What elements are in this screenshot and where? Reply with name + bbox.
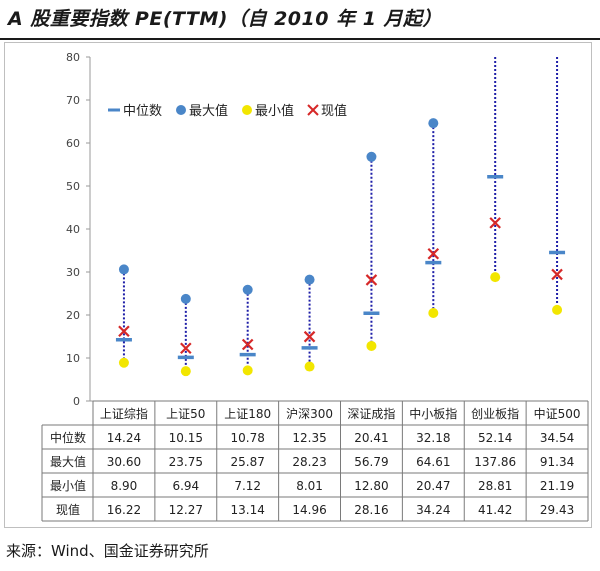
range-group-6 bbox=[487, 57, 504, 283]
category-label: 上证综指 bbox=[100, 406, 148, 421]
max-point bbox=[118, 264, 129, 275]
max-point bbox=[366, 151, 377, 162]
table-cell: 30.60 bbox=[107, 455, 141, 469]
table-cell: 52.14 bbox=[478, 431, 512, 445]
min-point bbox=[242, 365, 253, 376]
category-label: 深证成指 bbox=[347, 406, 395, 421]
table-cell: 12.35 bbox=[292, 431, 326, 445]
min-point bbox=[490, 272, 501, 283]
legend-item-min: 最小值 bbox=[242, 103, 294, 119]
current-cross bbox=[427, 247, 440, 260]
y-tick-label: 20 bbox=[66, 309, 80, 322]
table-cell: 16.22 bbox=[107, 503, 141, 517]
table-cell: 10.78 bbox=[231, 431, 265, 445]
legend-item-median: 中位数 bbox=[108, 104, 162, 119]
row-label-current: 现值 bbox=[56, 502, 80, 517]
table-cell: 28.81 bbox=[478, 479, 512, 493]
table-cell: 28.23 bbox=[292, 455, 326, 469]
row-label-max: 最大值 bbox=[50, 454, 86, 469]
y-tick-label: 30 bbox=[66, 266, 80, 279]
current-cross bbox=[303, 330, 316, 343]
min-point bbox=[552, 304, 563, 315]
range-group-3 bbox=[301, 274, 318, 372]
current-cross bbox=[489, 217, 501, 229]
table-cell: 32.18 bbox=[416, 431, 450, 445]
table-cell: 21.19 bbox=[540, 479, 574, 493]
legend-label: 现值 bbox=[321, 103, 347, 119]
y-tick-label: 70 bbox=[66, 94, 80, 107]
legend-cross-marker bbox=[307, 104, 319, 116]
current-cross bbox=[551, 268, 563, 281]
table-cell: 7.12 bbox=[234, 479, 261, 493]
y-tick-label: 60 bbox=[66, 137, 80, 150]
table-cell: 28.16 bbox=[354, 503, 388, 517]
table-cell: 137.86 bbox=[474, 455, 516, 469]
source-note: 来源：Wind、国金证券研究所 bbox=[6, 542, 209, 560]
category-label: 创业板指 bbox=[471, 406, 519, 421]
table-cell: 41.42 bbox=[478, 503, 512, 517]
table-cell: 34.24 bbox=[416, 503, 450, 517]
chart-frame bbox=[4, 42, 592, 528]
range-group-0 bbox=[115, 264, 132, 368]
category-label: 中小板指 bbox=[409, 406, 457, 421]
table-cell: 14.24 bbox=[107, 431, 141, 445]
current-cross bbox=[241, 338, 254, 351]
max-point bbox=[428, 118, 439, 129]
table-cell: 13.14 bbox=[231, 503, 265, 517]
table-cell: 10.15 bbox=[169, 431, 203, 445]
category-label: 上证50 bbox=[166, 407, 205, 421]
table-cell: 20.47 bbox=[416, 479, 450, 493]
row-label-min: 最小值 bbox=[50, 478, 86, 493]
table-cell: 8.01 bbox=[296, 479, 323, 493]
category-label: 沪深300 bbox=[286, 407, 333, 421]
current-cross bbox=[118, 325, 130, 338]
min-point bbox=[428, 307, 439, 318]
table-cell: 29.43 bbox=[540, 503, 574, 517]
legend-label: 最大值 bbox=[189, 103, 228, 119]
table-cell: 25.87 bbox=[231, 455, 265, 469]
current-cross bbox=[365, 274, 378, 286]
current-cross bbox=[180, 342, 192, 355]
table-cell: 91.34 bbox=[540, 455, 574, 469]
title-divider bbox=[0, 38, 600, 40]
range-group-2 bbox=[239, 284, 256, 376]
table-cell: 12.80 bbox=[354, 479, 388, 493]
legend-dot-marker bbox=[242, 105, 252, 115]
y-tick-label: 40 bbox=[66, 223, 80, 236]
y-tick-label: 50 bbox=[66, 180, 80, 193]
min-point bbox=[180, 366, 191, 377]
row-label-median: 中位数 bbox=[50, 430, 86, 445]
legend-dot-marker bbox=[176, 105, 186, 115]
table-cell: 20.41 bbox=[354, 431, 388, 445]
table-cell: 6.94 bbox=[172, 479, 199, 493]
table-cell: 14.96 bbox=[292, 503, 326, 517]
table-cell: 8.90 bbox=[111, 479, 138, 493]
legend-item-current: 现值 bbox=[307, 103, 347, 119]
max-point bbox=[180, 293, 191, 304]
max-point bbox=[242, 284, 253, 295]
category-label: 上证180 bbox=[224, 407, 271, 421]
y-tick-label: 0 bbox=[73, 395, 80, 408]
legend-label: 中位数 bbox=[123, 104, 162, 119]
table-cell: 64.61 bbox=[416, 455, 450, 469]
range-group-1 bbox=[177, 293, 194, 377]
table-cell: 56.79 bbox=[354, 455, 388, 469]
legend-item-max: 最大值 bbox=[176, 103, 228, 119]
range-group-5 bbox=[425, 118, 442, 318]
table-cell: 34.54 bbox=[540, 431, 574, 445]
range-group-4 bbox=[363, 151, 380, 351]
range-group-7 bbox=[549, 57, 566, 315]
min-point bbox=[366, 340, 377, 351]
min-point bbox=[118, 357, 129, 368]
legend-label: 最小值 bbox=[255, 103, 294, 119]
table-cell: 23.75 bbox=[169, 455, 203, 469]
max-point bbox=[304, 274, 315, 285]
y-tick-label: 10 bbox=[66, 352, 80, 365]
category-label: 中证500 bbox=[534, 406, 581, 421]
table-cell: 12.27 bbox=[169, 503, 203, 517]
chart-title: A 股重要指数 PE(TTM)（自 2010 年 1 月起） bbox=[8, 8, 443, 30]
y-tick-label: 80 bbox=[66, 51, 80, 64]
min-point bbox=[304, 361, 315, 372]
